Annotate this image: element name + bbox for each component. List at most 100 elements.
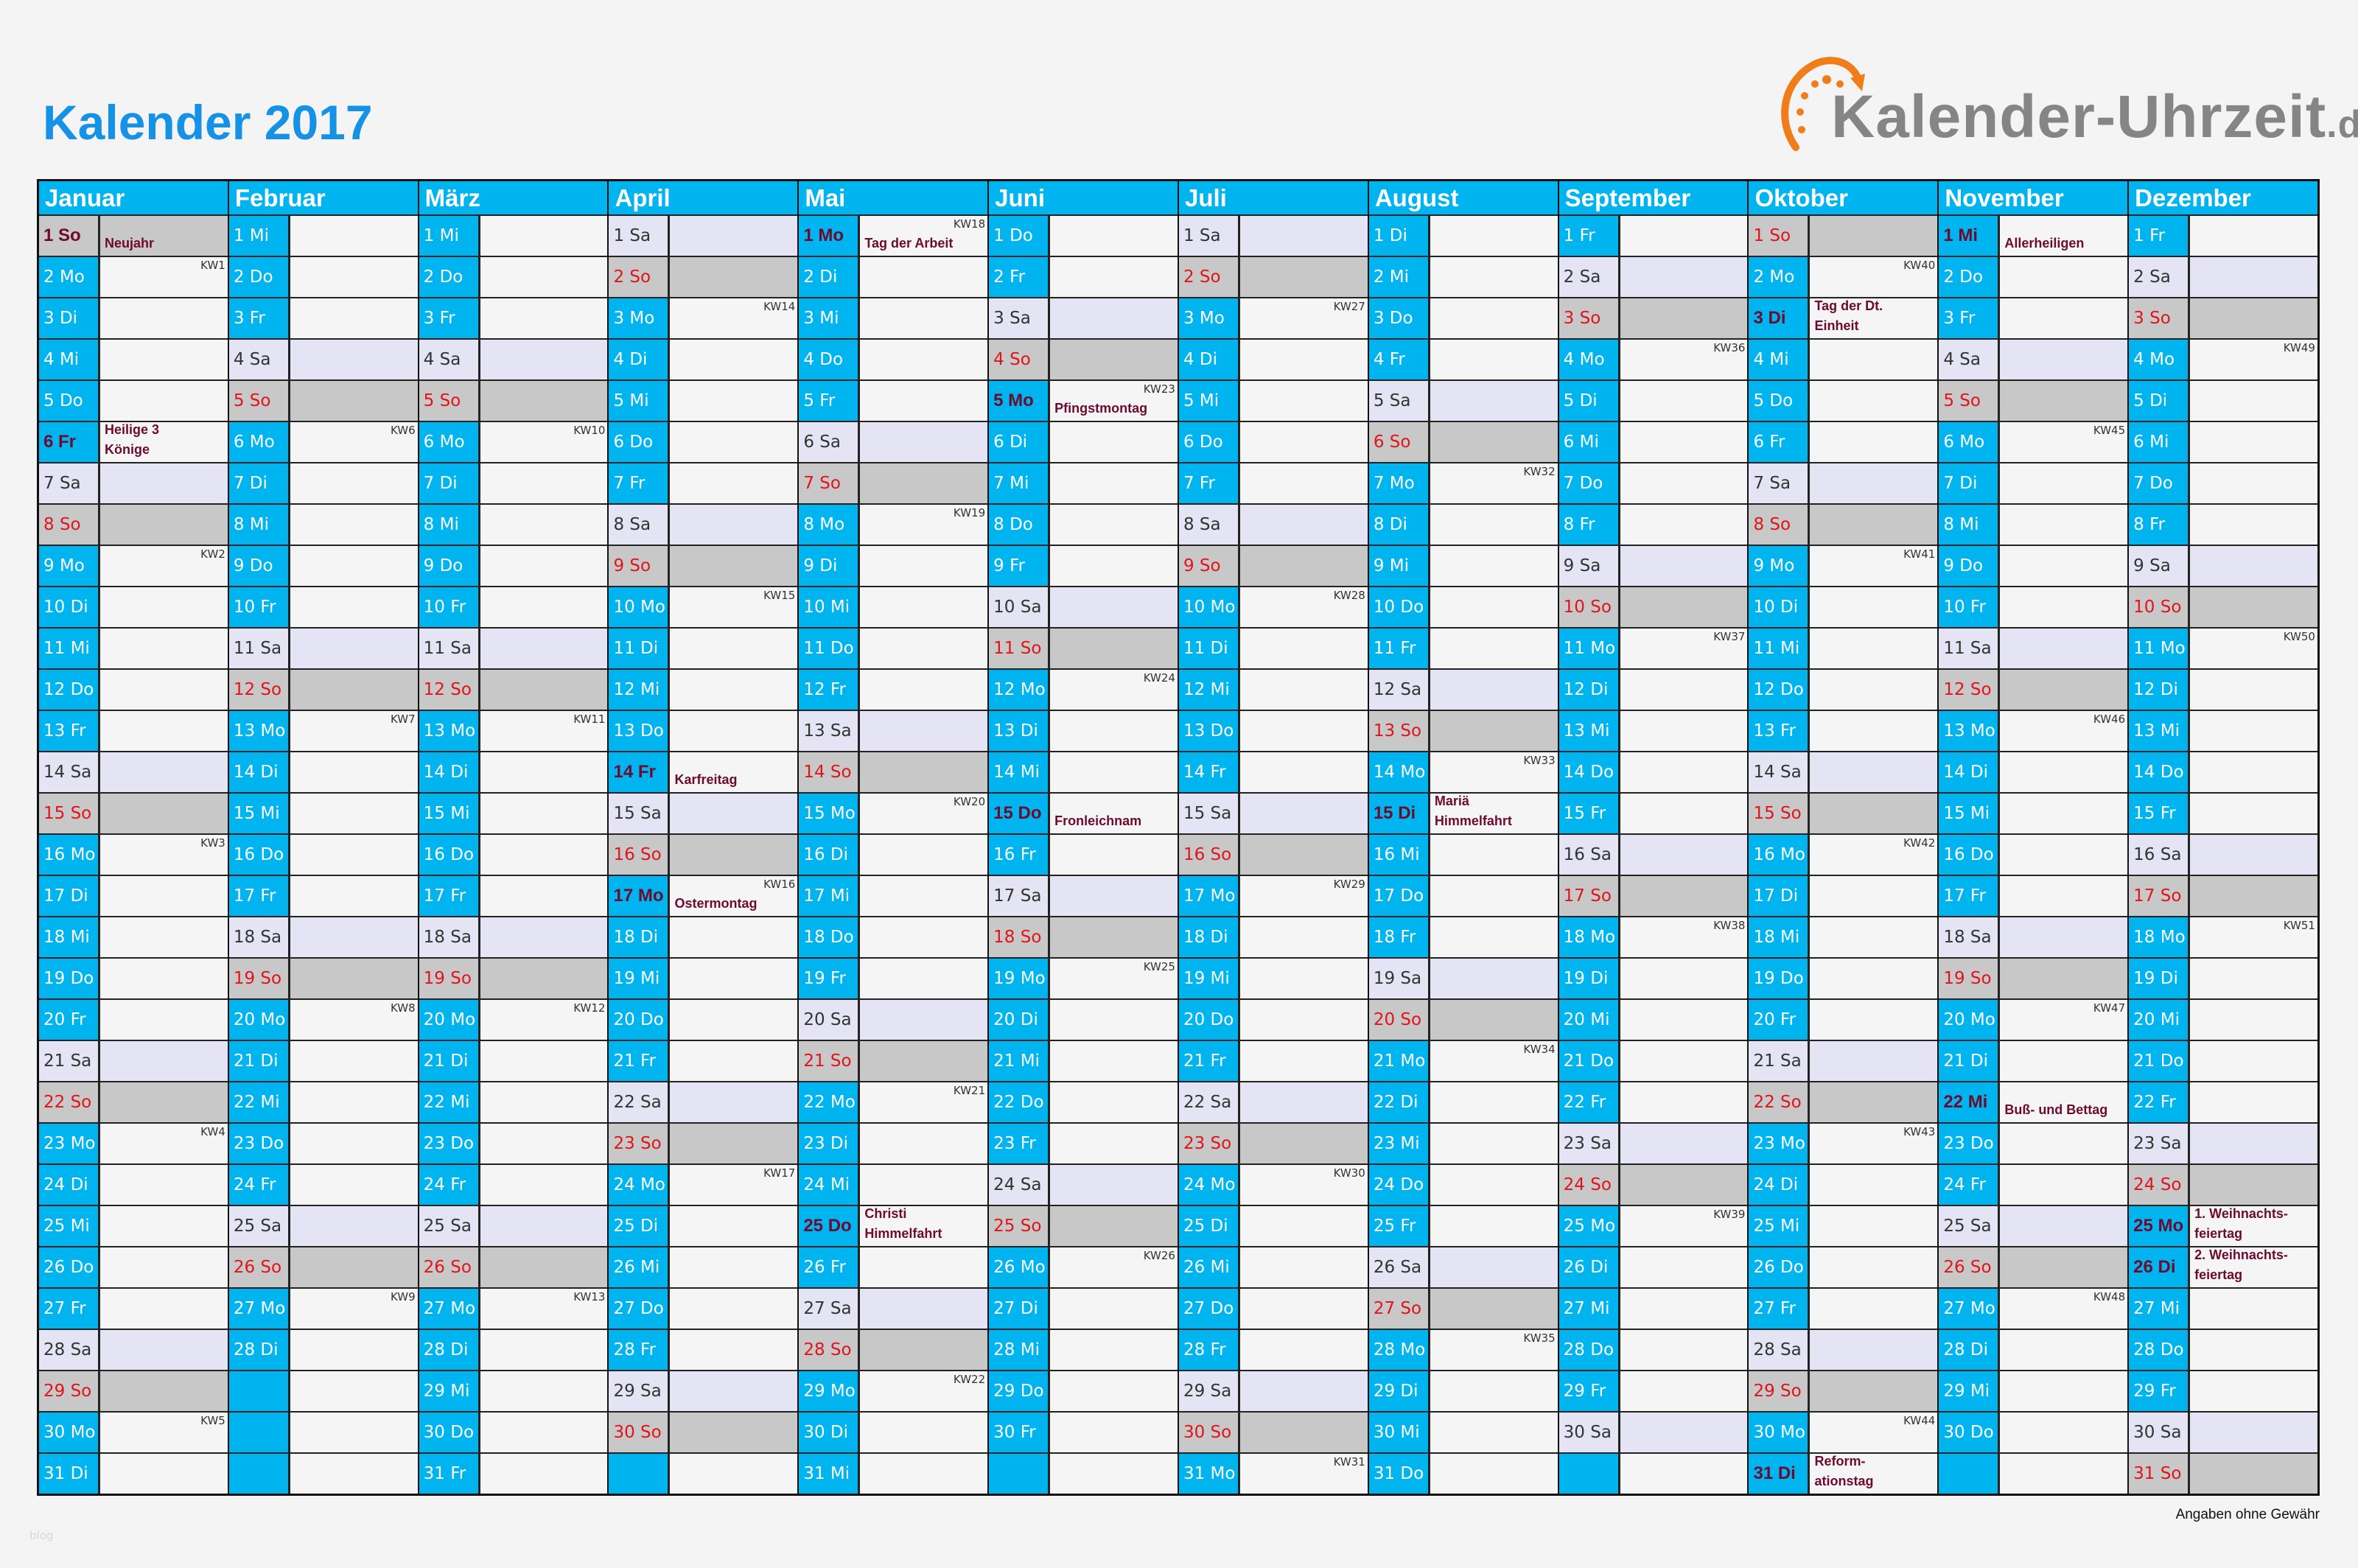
day-row[interactable]: 3 Fr [1939,298,2128,338]
day-row[interactable]: 17 Sa [989,876,1178,916]
day-row[interactable]: 28 Di [1939,1330,2128,1370]
day-row[interactable]: 30 So [609,1413,798,1452]
day-row[interactable]: 21 Sa [1749,1041,1938,1081]
day-row[interactable]: 1 Sa [609,216,798,256]
day-row[interactable]: 7 Di [228,463,418,503]
day-row[interactable]: 10 Do [1368,587,1558,627]
day-row[interactable]: 17 Fr [1939,876,2128,916]
day-row[interactable]: 17 Di [1749,876,1938,916]
day-row[interactable]: 25 So [989,1206,1178,1246]
day-row[interactable]: 12 Di [1558,670,1748,710]
day-row[interactable]: 4 Sa [228,340,418,379]
day-row[interactable]: 13 Mi [1558,711,1748,751]
day-row[interactable]: 21 Fr [1178,1041,1368,1081]
day-row[interactable]: 19 So [1939,959,2128,998]
holiday-row[interactable]: 15 Do Fronleichnam [989,794,1178,833]
day-row[interactable]: 20 Mo KW12 [419,1000,608,1040]
day-row[interactable]: 5 Fr [799,381,988,421]
day-row[interactable]: 1 Mi [228,216,418,256]
day-row[interactable]: 25 Mo KW39 [1558,1206,1748,1246]
day-row[interactable]: 17 Fr [228,876,418,916]
day-row[interactable]: 4 Fr [1368,340,1558,379]
day-row[interactable]: 1 Fr [1558,216,1748,256]
day-row[interactable]: 29 Mi [1939,1371,2128,1411]
day-row[interactable]: 24 Di [39,1165,228,1205]
day-row[interactable]: 3 Fr [419,298,608,338]
holiday-row[interactable]: 1 Mo Tag der Arbeit KW18 [799,216,988,256]
day-row[interactable]: 7 Sa [1749,463,1938,503]
day-row[interactable]: 29 Sa [609,1371,798,1411]
day-row[interactable]: 7 Sa [39,463,228,503]
day-row[interactable]: 4 Mi [1749,340,1938,379]
day-row[interactable]: 25 Sa [228,1206,418,1246]
day-row[interactable]: 27 Do [609,1289,798,1329]
day-row[interactable]: 14 Sa [39,752,228,792]
day-row[interactable]: 4 Mo KW36 [1558,340,1748,379]
day-row[interactable]: 1 Fr [2129,216,2317,256]
day-row[interactable]: 8 Fr [2129,505,2317,545]
day-row[interactable]: 18 Sa [419,917,608,957]
day-row[interactable]: 13 Mo KW7 [228,711,418,751]
day-row[interactable]: 1 Di [1368,216,1558,256]
day-row[interactable]: 27 Sa [799,1289,988,1329]
day-row[interactable]: 12 Di [2129,670,2317,710]
day-row[interactable]: 24 So [1558,1165,1748,1205]
day-row[interactable]: 1 Do [989,216,1178,256]
day-row[interactable]: 11 Fr [1368,629,1558,668]
day-row[interactable]: 29 So [1749,1371,1938,1411]
day-row[interactable]: 31 Di [39,1454,228,1494]
day-row[interactable]: 11 Do [799,629,988,668]
holiday-row[interactable]: 1 So Neujahr [39,216,228,256]
day-row[interactable]: 16 Do [419,835,608,875]
day-row[interactable]: 8 Mo KW19 [799,505,988,545]
day-row[interactable]: 25 Mi [1749,1206,1938,1246]
day-row[interactable]: 22 Do [989,1082,1178,1122]
day-row[interactable]: 9 So [609,546,798,586]
day-row[interactable]: 28 Do [2129,1330,2317,1370]
day-row[interactable]: 23 Mo KW43 [1749,1124,1938,1163]
day-row[interactable]: 15 Fr [1558,794,1748,833]
day-row[interactable]: 26 Sa [1368,1247,1558,1287]
day-row[interactable]: 25 Sa [1939,1206,2128,1246]
day-row[interactable]: 8 Mi [1939,505,2128,545]
day-row[interactable]: 7 Mi [989,463,1178,503]
day-row[interactable]: 15 So [39,794,228,833]
day-row[interactable]: 31 Fr [419,1454,608,1494]
day-row[interactable]: 28 Di [228,1330,418,1370]
day-row[interactable]: 18 Mo KW51 [2129,917,2317,957]
holiday-row[interactable]: 31 Di Reform- ationstag [1749,1454,1938,1494]
day-row[interactable]: 15 Mi [419,794,608,833]
day-row[interactable]: 6 Sa [799,422,988,462]
day-row[interactable]: 5 Mi [1178,381,1368,421]
day-row[interactable]: 19 Di [1558,959,1748,998]
day-row[interactable]: 28 Do [1558,1330,1748,1370]
holiday-row[interactable]: 6 Fr Heilige 3 Könige [39,422,228,462]
day-row[interactable]: 13 Sa [799,711,988,751]
day-row[interactable]: 19 Mi [609,959,798,998]
day-row[interactable]: 20 Di [989,1000,1178,1040]
day-row[interactable]: 16 Mo KW3 [39,835,228,875]
day-row[interactable]: 30 Sa [2129,1413,2317,1452]
day-row[interactable]: 4 Sa [419,340,608,379]
holiday-row[interactable]: 15 Di Mariä Himmelfahrt [1368,794,1558,833]
day-row[interactable]: 18 Mi [1749,917,1938,957]
day-row[interactable]: 14 So [799,752,988,792]
day-row[interactable]: 24 Mo KW30 [1178,1165,1368,1205]
day-row[interactable]: 13 Do [1178,711,1368,751]
day-row[interactable]: 13 Di [989,711,1178,751]
day-row[interactable]: 5 Mi [609,381,798,421]
day-row[interactable]: 18 Sa [1939,917,2128,957]
day-row[interactable]: 8 So [39,505,228,545]
day-row[interactable]: 3 Mo KW27 [1178,298,1368,338]
day-row[interactable]: 30 Mi [1368,1413,1558,1452]
day-row[interactable]: 2 Do [228,257,418,297]
day-row[interactable]: 5 Di [2129,381,2317,421]
day-row[interactable]: 21 So [799,1041,988,1081]
day-row[interactable]: 11 Di [1178,629,1368,668]
day-row[interactable]: 22 So [39,1082,228,1122]
day-row[interactable]: 7 Fr [609,463,798,503]
day-row[interactable]: 26 Mi [609,1247,798,1287]
day-row[interactable]: 4 Mi [39,340,228,379]
day-row[interactable]: 11 Sa [228,629,418,668]
day-row[interactable]: 18 Fr [1368,917,1558,957]
